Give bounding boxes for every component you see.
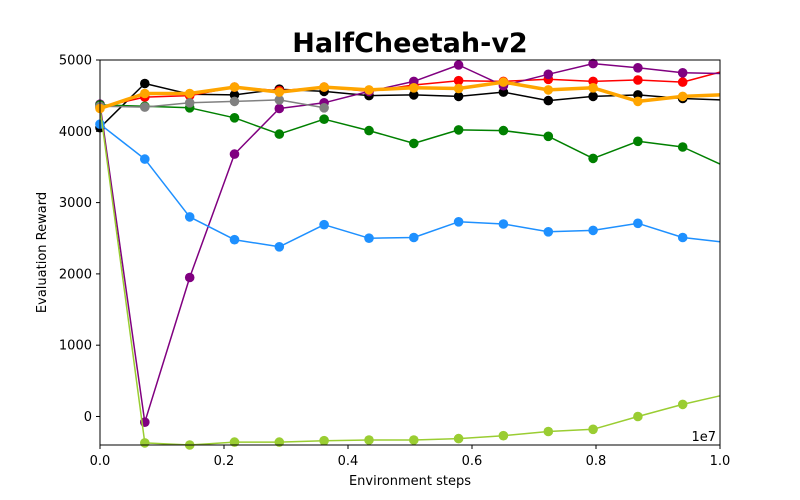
series-4-point bbox=[498, 219, 509, 229]
series-7-point bbox=[453, 83, 464, 94]
series-7-point bbox=[229, 82, 240, 92]
y-tick-label: 1000 bbox=[59, 339, 92, 354]
series-4-point bbox=[409, 232, 419, 243]
series-0-point bbox=[140, 78, 150, 89]
series-5-point bbox=[409, 435, 419, 445]
series-5-point bbox=[633, 411, 643, 422]
series-4-point bbox=[184, 212, 195, 222]
series-7-point bbox=[588, 83, 598, 93]
series-3-point bbox=[409, 138, 419, 149]
series-5-point bbox=[498, 430, 509, 441]
series-7-point bbox=[274, 87, 285, 97]
series-4 bbox=[95, 119, 721, 252]
series-3-point bbox=[319, 114, 329, 124]
series-4-point bbox=[633, 218, 643, 229]
series-4-point bbox=[588, 225, 598, 236]
series-0-point bbox=[453, 91, 464, 102]
series-7-point bbox=[543, 85, 554, 95]
series-2-line bbox=[99, 62, 721, 423]
series-3-point bbox=[453, 125, 464, 135]
y-tick-label: 0 bbox=[84, 410, 92, 425]
series-3-point bbox=[588, 153, 598, 164]
series-2-point bbox=[453, 60, 464, 70]
series-4-point bbox=[319, 219, 329, 230]
x-tick-label: 0.6 bbox=[462, 454, 483, 469]
series-0-point bbox=[409, 90, 419, 100]
series-1-point bbox=[677, 77, 688, 87]
series-7-point bbox=[184, 88, 195, 99]
y-tick-label: 3000 bbox=[59, 196, 92, 211]
series-2-point bbox=[633, 63, 643, 73]
series-3-point bbox=[633, 136, 643, 147]
series-7-point bbox=[319, 82, 329, 92]
x-scale-label: 1e7 bbox=[691, 430, 716, 445]
series-3-point bbox=[274, 129, 285, 139]
series-2-point bbox=[543, 69, 554, 80]
y-tick-label: 2000 bbox=[59, 267, 92, 282]
series-6-point bbox=[140, 102, 150, 112]
series-7-point bbox=[140, 88, 150, 99]
series-5-point bbox=[453, 433, 464, 444]
series-2-point bbox=[184, 272, 195, 283]
series-6-point bbox=[319, 103, 329, 113]
series-4-point bbox=[453, 217, 464, 227]
series-5-point bbox=[588, 424, 598, 435]
series-7-point bbox=[677, 91, 688, 102]
x-axis-label: Environment steps bbox=[349, 474, 471, 489]
x-tick-label: 1.0 bbox=[710, 454, 731, 469]
series-3-point bbox=[677, 142, 688, 152]
series-5-point bbox=[364, 435, 374, 445]
series-7-point bbox=[364, 85, 374, 95]
series-7-point bbox=[409, 83, 419, 93]
series-2-point bbox=[274, 103, 285, 114]
y-axis-label: Evaluation Reward bbox=[35, 192, 50, 313]
series-layer bbox=[95, 58, 721, 450]
series-5-point bbox=[677, 399, 688, 410]
ticks-layer: 0.0 0.2 0.4 0.6 0.8 1.0 0 1000 2000 3000 4000 5000 bbox=[59, 54, 730, 470]
series-3-point bbox=[543, 131, 554, 142]
series-5-point bbox=[543, 426, 554, 437]
series-1-point bbox=[633, 75, 643, 85]
series-7 bbox=[95, 77, 721, 114]
series-6-point bbox=[229, 96, 240, 107]
series-7-point bbox=[633, 96, 643, 107]
x-tick-label: 0.4 bbox=[338, 454, 359, 469]
series-3-point bbox=[498, 125, 509, 136]
series-3-point bbox=[364, 125, 374, 136]
series-4-point bbox=[140, 154, 150, 164]
plot-frame bbox=[99, 59, 721, 446]
chart-title: HalfCheetah-v2 bbox=[292, 28, 527, 59]
series-4-point bbox=[364, 233, 374, 243]
series-2-point bbox=[229, 149, 240, 159]
x-tick-label: 0.0 bbox=[90, 454, 111, 469]
series-6-point bbox=[184, 98, 195, 108]
series-5-point bbox=[319, 435, 329, 446]
series-2-point bbox=[677, 68, 688, 78]
x-tick-label: 0.8 bbox=[586, 454, 607, 469]
series-3-point bbox=[229, 113, 240, 123]
series-0-point bbox=[588, 91, 598, 102]
series-4-point bbox=[543, 227, 554, 237]
series-3-line bbox=[99, 104, 721, 165]
series-1-point bbox=[453, 75, 464, 86]
series-3 bbox=[95, 100, 721, 165]
series-2-point bbox=[588, 58, 598, 69]
series-0-point bbox=[543, 95, 554, 106]
series-6-line bbox=[99, 99, 325, 109]
y-tick-label: 5000 bbox=[59, 54, 92, 69]
series-2 bbox=[95, 58, 721, 428]
y-tick-label: 4000 bbox=[59, 125, 92, 140]
series-4-point bbox=[229, 234, 240, 245]
x-tick-label: 0.2 bbox=[214, 454, 235, 469]
series-6-point bbox=[274, 95, 285, 105]
series-4-point bbox=[274, 242, 285, 252]
series-4-point bbox=[677, 232, 688, 243]
series-7-point bbox=[498, 77, 509, 87]
series-5-point bbox=[140, 438, 150, 448]
